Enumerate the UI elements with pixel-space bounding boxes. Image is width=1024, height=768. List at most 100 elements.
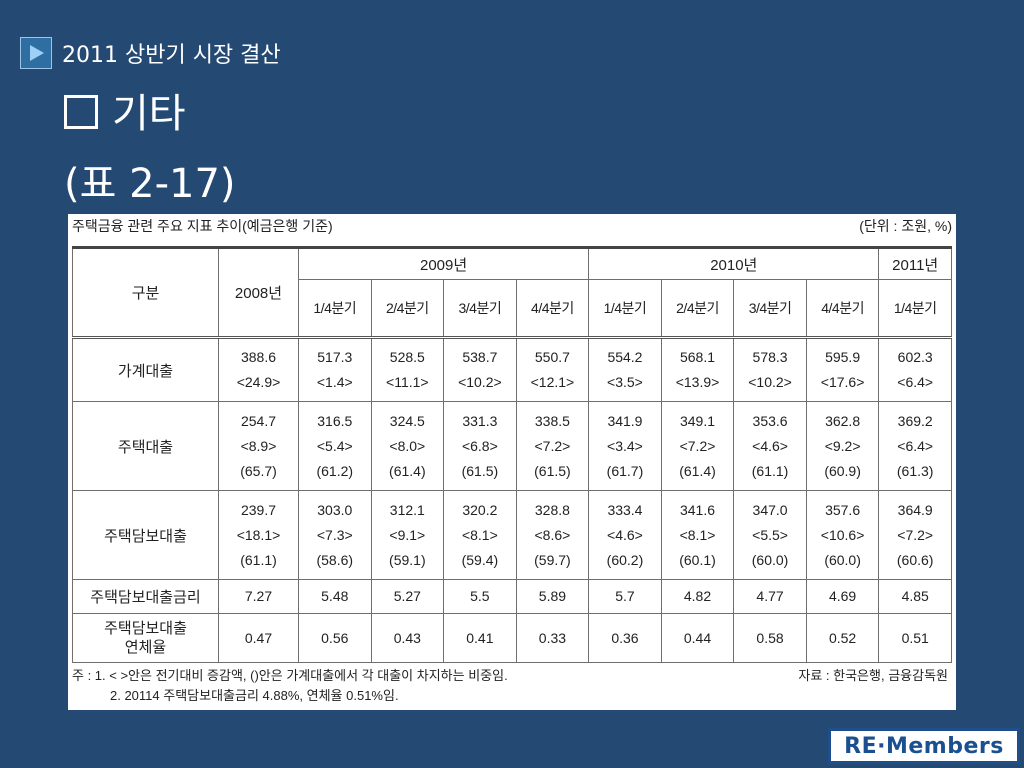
cell-value: 239.7 (240, 501, 277, 518)
table-cell: 347.0 <5.5> (60.0) (733, 490, 807, 580)
row-label: 주택담보대출 연체율 (72, 613, 219, 663)
table-cell: 4.69 (805, 579, 880, 614)
cell-value: <17.6> (820, 374, 865, 390)
table-cell: 333.4 <4.6> (60.2) (588, 490, 662, 580)
table-cell: 5.27 (370, 579, 445, 614)
cell-value: <10.6> (820, 526, 865, 543)
cell-value: 578.3 (752, 349, 788, 365)
table-cell: 554.2 <3.5> (588, 337, 662, 402)
table-cell: 331.3 <6.8> (61.5) (443, 401, 517, 491)
cell-value: 324.5 (389, 412, 425, 429)
table-row: 주택담보대출 연체율 0.47 0.56 0.43 0.41 0.33 0.36 0.44 0.5… (72, 613, 952, 663)
cell-value: 388.6 (240, 349, 277, 365)
table-cell: 0.56 (298, 613, 372, 663)
cell-value: 331.3 (462, 412, 498, 429)
cell-value: 303.0 (317, 501, 353, 518)
table-cell: 349.1 <7.2> (61.4) (660, 401, 735, 491)
cell-value: (60.6) (896, 551, 934, 568)
cell-value: <12.1> (530, 374, 575, 390)
cell-value: <3.4> (607, 437, 643, 454)
row-label-line: 연체율 (124, 639, 167, 656)
cell-value: 328.8 (534, 501, 570, 518)
cell-value: 602.3 (897, 349, 933, 365)
quarter-header: 4/4분기 (805, 279, 880, 338)
table-cell: 357.6 <10.6> (60.0) (805, 490, 880, 580)
table-cell: 0.51 (878, 613, 952, 663)
table-cell: 324.5 <8.0> (61.4) (370, 401, 445, 491)
table-cell: 0.44 (660, 613, 735, 663)
year-header: 2009년 (297, 246, 590, 280)
cell-value: <1.4> (316, 374, 353, 390)
cell-value: <5.4> (316, 437, 353, 454)
cell-value: (61.5) (461, 462, 499, 479)
table-cell: 550.7 <12.1> (515, 337, 590, 402)
table-cell: 0.33 (515, 613, 590, 663)
cell-value: <6.8> (461, 437, 498, 454)
cell-value: <4.6> (607, 526, 643, 543)
cell-value: 7.27 (244, 588, 273, 604)
table-cell: 369.2 <6.4> (61.3) (878, 401, 952, 491)
table-cell: 568.1 <13.9> (660, 337, 735, 402)
cell-value: 349.1 (679, 412, 716, 429)
cell-value: 347.0 (752, 501, 788, 518)
table-cell: 0.41 (443, 613, 517, 663)
slide-header: 2011 상반기 시장 결산 (20, 36, 281, 70)
quarter-header: 2/4분기 (660, 279, 735, 338)
table-cell: 312.1 <9.1> (59.1) (370, 490, 445, 580)
table-cell: 538.7 <10.2> (443, 337, 517, 402)
cell-value: 4.69 (828, 588, 857, 604)
cell-value: 0.56 (321, 629, 349, 646)
table-cell: 320.2 <8.1> (59.4) (443, 490, 517, 580)
table-cell: 602.3 <6.4> (878, 337, 952, 402)
cell-value: (61.5) (534, 462, 571, 479)
cell-value: 5.27 (393, 588, 421, 604)
quarter-header: 1/4분기 (298, 279, 372, 338)
cell-value: <7.2> (679, 437, 716, 454)
note-line: 2. 20114 주택담보대출금리 4.88%, 연체율 0.51%임. (110, 688, 399, 703)
cell-value: 0.43 (393, 629, 421, 646)
table-cell: 341.6 <8.1> (60.1) (660, 490, 735, 580)
table-cell: 353.6 <4.6> (61.1) (733, 401, 807, 491)
cell-value: <7.2> (897, 526, 934, 543)
table-cell: 0.43 (370, 613, 445, 663)
cell-value: <8.6> (534, 526, 571, 543)
cell-value: <8.0> (389, 437, 426, 454)
table-cell: 5.89 (515, 579, 590, 614)
quarter-header: 3/4분기 (443, 279, 517, 338)
table-row: 주택대출 254.7 <8.9> (65.7) 316.5 <5.4> (61.2) 324.… (72, 401, 952, 491)
data-table: 구분 2008년 2009년 2010년 2011년 1/4분기 2/4분기 3/4… (72, 246, 952, 663)
cell-value: <7.3> (316, 526, 353, 543)
cell-value: 320.2 (462, 501, 498, 518)
cell-value: (61.4) (679, 462, 716, 479)
page-title-text: 기타 (112, 91, 186, 137)
table-corner: 구분 (72, 246, 219, 338)
note-line: 주 : 1. < >안은 전기대비 증감액, ()안은 가계대출에서 각 대출이… (72, 668, 508, 683)
table-unit: (단위 : 조원, %) (859, 218, 952, 234)
cell-value: (58.6) (316, 551, 354, 568)
table-source: 자료 : 한국은행, 금융감독원 (798, 668, 948, 683)
header-label: 2011 상반기 시장 결산 (62, 43, 281, 68)
cell-value: 5.89 (538, 588, 567, 604)
table-cell: 362.8 <9.2> (60.9) (805, 401, 880, 491)
cell-value: 5.5 (470, 588, 490, 604)
cell-value: 528.5 (389, 349, 425, 365)
cell-value: 538.7 (462, 349, 498, 365)
table-cell: 5.5 (443, 579, 517, 614)
cell-value: <10.2> (748, 374, 792, 390)
cell-value: (61.4) (389, 462, 426, 479)
cell-value: 550.7 (534, 349, 570, 365)
page-title: 기타 (64, 92, 186, 136)
cell-value: 364.9 (897, 501, 933, 518)
cell-value: <6.4> (897, 437, 934, 454)
quarter-header: 1/4분기 (878, 279, 952, 338)
cell-value: 5.48 (321, 588, 349, 604)
cell-value: 369.2 (897, 412, 933, 429)
cell-value: <9.1> (389, 526, 426, 543)
cell-value: <7.2> (534, 437, 571, 454)
cell-value: 362.8 (825, 412, 861, 429)
cell-value: 0.58 (756, 629, 784, 646)
table-cell: 595.9 <17.6> (805, 337, 880, 402)
cell-value: 338.5 (534, 412, 570, 429)
table-cell: 4.77 (733, 579, 807, 614)
cell-value: <4.6> (752, 437, 788, 454)
